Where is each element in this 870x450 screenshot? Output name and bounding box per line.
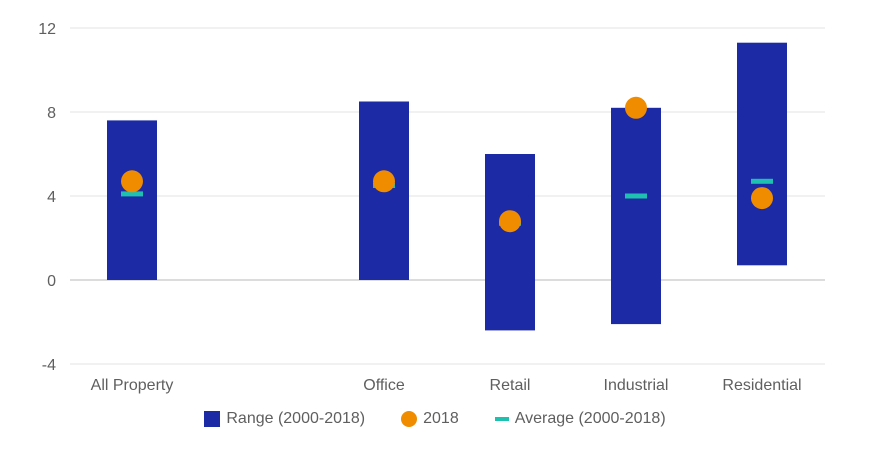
range-bar [611,107,661,325]
y-tick-label: 4 [47,189,56,206]
legend-swatch-2018 [401,411,418,427]
average-marker [625,193,647,199]
category-label: Retail [490,377,531,394]
category-label: All Property [91,377,174,394]
category-label: Industrial [604,377,669,394]
average-marker [121,191,143,197]
legend-swatch-average [494,417,509,421]
y-tick-label: 12 [38,21,56,38]
legend-label-2018: 2018 [423,410,459,427]
dot-2018 [373,170,395,193]
category-label: Residential [722,377,801,394]
dot-2018 [121,170,143,193]
y-tick-label: 0 [47,273,56,290]
legend-label-average: Average (2000-2018) [514,410,666,427]
legend: Range (2000-2018) 2018 Average (2000-201… [0,410,870,428]
legend-item-2018: 2018 [401,410,459,428]
range-bar [485,154,535,331]
category-label: Office [363,377,405,394]
range-bar [107,120,157,281]
dot-2018 [625,96,647,119]
legend-item-range: Range (2000-2018) [204,410,365,428]
y-tick-label: 8 [47,105,56,122]
range-bar [737,42,787,266]
y-tick-label: -4 [42,357,56,374]
dot-2018 [499,210,521,233]
dot-2018 [751,187,773,210]
legend-label-range: Range (2000-2018) [226,410,366,427]
chart-svg: 12 8 4 0 -4 All Property Office Retail Industria… [38,21,825,394]
legend-item-average: Average (2000-2018) [494,410,666,428]
legend-swatch-range [204,411,221,427]
average-marker [751,178,773,184]
